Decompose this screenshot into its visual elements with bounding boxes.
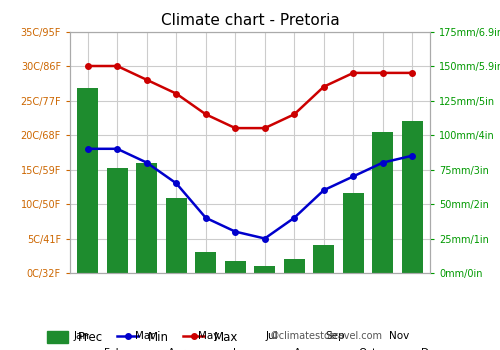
Text: ©climatestotravel.com: ©climatestotravel.com (270, 331, 383, 341)
Title: Climate chart - Pretoria: Climate chart - Pretoria (160, 13, 340, 28)
Text: Oct: Oct (358, 348, 376, 350)
Text: May: May (198, 331, 220, 341)
Bar (107, 168, 128, 273)
Bar (314, 245, 334, 273)
Bar (372, 132, 393, 273)
Bar (166, 198, 186, 273)
Text: Nov: Nov (389, 331, 409, 341)
Bar (225, 261, 246, 273)
Text: Feb: Feb (104, 348, 122, 350)
Text: Apr: Apr (168, 348, 186, 350)
Bar (402, 121, 422, 273)
Text: Sep: Sep (326, 331, 345, 341)
Text: Jun: Jun (232, 348, 248, 350)
Bar (284, 259, 304, 273)
Text: Dec: Dec (421, 348, 441, 350)
Bar (136, 163, 157, 273)
Text: Mar: Mar (136, 331, 155, 341)
Text: Jul: Jul (266, 331, 278, 341)
Text: Jan: Jan (74, 331, 90, 341)
Bar (78, 88, 98, 273)
Text: Aug: Aug (294, 348, 314, 350)
Bar (343, 193, 363, 273)
Legend: Prec, Min, Max: Prec, Min, Max (47, 331, 238, 344)
Bar (196, 252, 216, 273)
Bar (254, 266, 275, 273)
